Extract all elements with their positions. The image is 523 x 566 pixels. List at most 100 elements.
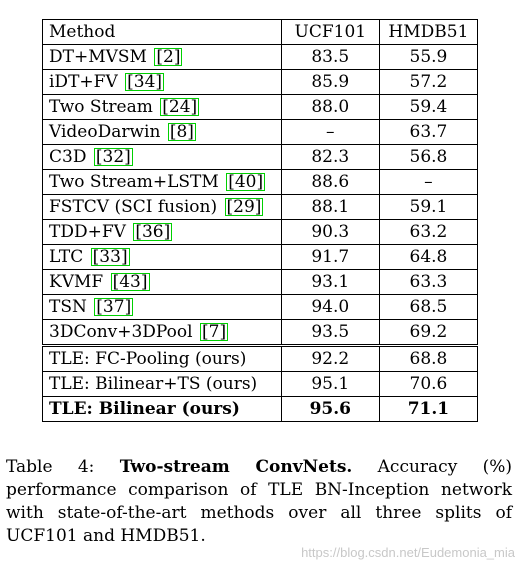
method-name: KVMF (49, 272, 104, 292)
method-name: Two Stream (49, 97, 153, 117)
table-row: Two Stream [24] 88.0 59.4 (42, 94, 479, 120)
table-row: 3DConv+3DPool [7] 93.5 69.2 (42, 319, 479, 346)
method-cell: iDT+FV [34] (42, 69, 282, 95)
citation-number: 33 (99, 247, 121, 267)
hmdb51-value: 59.1 (378, 194, 479, 220)
table-row-ours: TLE: Bilinear+TS (ours) 95.1 70.6 (42, 371, 479, 397)
header-hmdb51: HMDB51 (378, 19, 479, 45)
citation-number: 29 (233, 197, 255, 217)
citation-link[interactable]: [33] (90, 247, 130, 267)
citation-number: 2 (163, 47, 174, 67)
caption-label: Table 4: (6, 457, 95, 477)
table-row: C3D [32] 82.3 56.8 (42, 144, 479, 170)
hmdb51-value: 68.8 (378, 344, 479, 372)
caption-text: Accuracy (%) performance comparison of T… (6, 457, 513, 546)
citation-number: 37 (102, 297, 125, 317)
table-caption: Table 4: Two-stream ConvNets. Accuracy (… (6, 456, 512, 548)
hmdb51-value: 68.5 (378, 294, 479, 320)
citation-number: 7 (208, 322, 220, 342)
header-method: Method (42, 19, 282, 45)
ucf101-value: 95.6 (280, 396, 380, 422)
table-row: KVMF [43] 93.1 63.3 (42, 269, 479, 295)
method-cell: TLE: Bilinear+TS (ours) (42, 371, 282, 397)
citation-number: 24 (168, 97, 191, 117)
method-cell: TLE: Bilinear (ours) (42, 396, 282, 422)
ucf101-value: 88.0 (280, 94, 380, 120)
table-row-ours: TLE: FC-Pooling (ours) 92.2 68.8 (42, 344, 479, 372)
method-name: VideoDarwin (49, 122, 161, 142)
method-cell: LTC [33] (42, 244, 282, 270)
method-cell: 3DConv+3DPool [7] (42, 319, 282, 346)
table-header-row: Method UCF101 HMDB51 (42, 19, 479, 45)
results-table: Method UCF101 HMDB51 DT+MVSM [2] 83.5 55.9… (42, 19, 479, 422)
watermark: https://blog.csdn.net/Eudemonia_mia (301, 545, 515, 560)
ucf101-value: 88.6 (280, 169, 380, 195)
table-row: Two Stream+LSTM [40] 88.6– (42, 169, 479, 195)
citation-link[interactable]: [43] (110, 272, 150, 292)
table-row: DT+MVSM [2] 83.5 55.9 (42, 44, 479, 70)
hmdb51-value: 55.9 (378, 44, 479, 70)
method-name: Two Stream+LSTM (49, 172, 219, 192)
citation-link[interactable]: [32] (93, 147, 133, 167)
hmdb51-value: 70.6 (378, 371, 479, 397)
method-cell: C3D [32] (42, 144, 282, 170)
citation-link[interactable]: [37] (94, 297, 134, 317)
table-row: VideoDarwin [8] –63.7 (42, 119, 479, 145)
method-cell: KVMF [43] (42, 269, 282, 295)
ucf101-value: 95.1 (280, 371, 380, 397)
ucf101-value: 94.0 (280, 294, 380, 320)
citation-number: 8 (176, 122, 188, 142)
ucf101-value: – (280, 119, 380, 145)
caption-title: Two-stream ConvNets. (119, 457, 353, 477)
method-name: C3D (49, 147, 87, 167)
citation-number: 43 (119, 272, 141, 292)
method-name: 3DConv+3DPool (49, 322, 193, 342)
method-name: DT+MVSM (49, 47, 147, 67)
hmdb51-value: 63.2 (378, 219, 479, 245)
table-row-ours: TLE: Bilinear (ours) 95.6 71.1 (42, 396, 479, 422)
ucf101-value: 82.3 (280, 144, 380, 170)
table-row: LTC [33] 91.7 64.8 (42, 244, 479, 270)
ucf101-value: 91.7 (280, 244, 380, 270)
ucf101-value: 92.2 (280, 344, 380, 372)
citation-number: 34 (133, 72, 156, 92)
citation-link[interactable]: [24] (160, 97, 200, 117)
hmdb51-value: 57.2 (378, 69, 479, 95)
method-cell: TSN [37] (42, 294, 282, 320)
citation-link[interactable]: [40] (226, 172, 266, 192)
method-cell: Two Stream+LSTM [40] (42, 169, 282, 195)
hmdb51-value: 64.8 (378, 244, 479, 270)
method-cell: VideoDarwin [8] (42, 119, 282, 145)
method-cell: FSTCV (SCI fusion) [29] (42, 194, 282, 220)
citation-link[interactable]: [7] (200, 322, 229, 342)
citation-link[interactable]: [36] (133, 222, 173, 242)
method-name: FSTCV (SCI fusion) (49, 197, 218, 217)
method-cell: Two Stream [24] (42, 94, 282, 120)
ucf101-value: 93.1 (280, 269, 380, 295)
method-cell: TDD+FV [36] (42, 219, 282, 245)
hmdb51-value: 63.7 (378, 119, 479, 145)
ucf101-value: 85.9 (280, 69, 380, 95)
ucf101-value: 93.5 (280, 319, 380, 346)
ucf101-value: 83.5 (280, 44, 380, 70)
hmdb51-value: 69.2 (378, 319, 479, 346)
table-row: TDD+FV [36] 90.3 63.2 (42, 219, 479, 245)
citation-link[interactable]: [8] (167, 122, 196, 142)
citation-link[interactable]: [34] (125, 72, 165, 92)
hmdb51-value: 59.4 (378, 94, 479, 120)
table-row: iDT+FV [34] 85.9 57.2 (42, 69, 479, 95)
method-name: TSN (49, 297, 87, 317)
header-ucf101: UCF101 (280, 19, 380, 45)
method-cell: DT+MVSM [2] (42, 44, 282, 70)
method-cell: TLE: FC-Pooling (ours) (42, 344, 282, 372)
method-name: TDD+FV (49, 222, 126, 242)
citation-link[interactable]: [29] (224, 197, 264, 217)
citation-link[interactable]: [2] (154, 47, 183, 67)
hmdb51-value: 71.1 (378, 396, 479, 422)
hmdb51-value: 56.8 (378, 144, 479, 170)
table-row: TSN [37] 94.0 68.5 (42, 294, 479, 320)
method-name: iDT+FV (49, 72, 118, 92)
citation-number: 40 (234, 172, 257, 192)
citation-number: 36 (141, 222, 164, 242)
method-name: LTC (49, 247, 84, 267)
